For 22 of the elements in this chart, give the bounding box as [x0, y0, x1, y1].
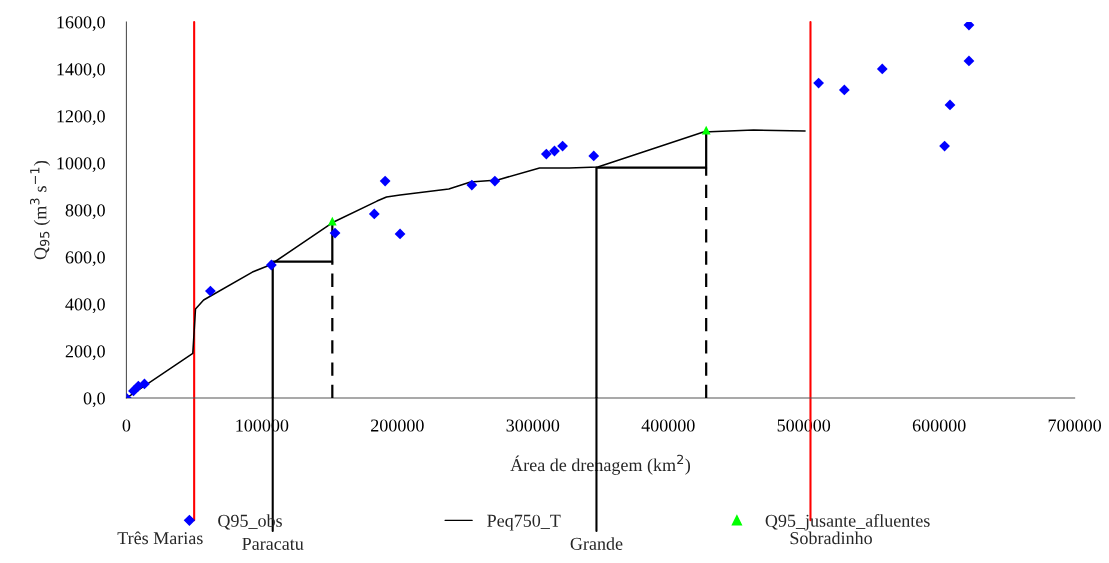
y-tick-label: 1400,0: [57, 63, 105, 79]
y-tick-label: 600,0: [65, 251, 105, 267]
x-tick-label: 700000: [1048, 419, 1102, 432]
annotation: Grande: [570, 537, 623, 550]
x-tick-label: 300000: [506, 419, 560, 432]
y-tick-label: 1200,0: [57, 110, 105, 126]
ref-line-label: Sobradinho: [790, 531, 872, 545]
y-tick-label: 200,0: [65, 345, 105, 361]
ref-line-label: Três Marias: [117, 531, 203, 545]
x-tick-label: 600000: [912, 419, 966, 432]
y-tick-label: 1000,0: [57, 157, 105, 173]
y-tick-label: 1600,0: [57, 16, 105, 31]
legend-label: Peq750_T: [487, 514, 561, 531]
annotation: Paracatu: [242, 537, 304, 550]
y-axis-title: Q$_{95}$ (m$^{3}$ s$^{−1}$): [29, 160, 51, 260]
y-tick-label: 0,0: [83, 392, 105, 408]
x-tick-label: 0: [122, 419, 131, 432]
y-tick-label: 400,0: [65, 298, 105, 314]
x-tick-label: 400000: [641, 419, 695, 432]
legend-label: Q95_jusante_afluentes: [765, 513, 930, 531]
x-tick-label: 200000: [371, 419, 424, 432]
y-tick-label: 800,0: [65, 204, 105, 220]
